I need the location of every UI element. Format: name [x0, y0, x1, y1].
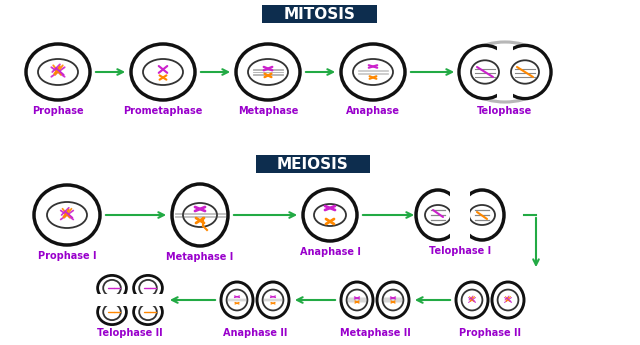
Ellipse shape: [131, 44, 195, 100]
Bar: [497, 44, 513, 100]
Ellipse shape: [499, 46, 551, 99]
Ellipse shape: [34, 185, 100, 245]
Bar: [96, 294, 128, 306]
Ellipse shape: [341, 282, 373, 318]
Ellipse shape: [459, 42, 551, 102]
Ellipse shape: [236, 44, 300, 100]
Text: Prophase II: Prophase II: [459, 328, 521, 338]
Text: Metaphase: Metaphase: [238, 106, 298, 116]
Ellipse shape: [460, 190, 504, 240]
Text: Prophase I: Prophase I: [38, 251, 96, 261]
Text: Telophase II: Telophase II: [97, 328, 163, 338]
Text: Anaphase I: Anaphase I: [300, 247, 360, 257]
Ellipse shape: [98, 299, 127, 325]
Ellipse shape: [221, 282, 253, 318]
Ellipse shape: [377, 282, 409, 318]
Ellipse shape: [459, 46, 511, 99]
Text: Metaphase II: Metaphase II: [340, 328, 410, 338]
Ellipse shape: [257, 282, 289, 318]
Text: Anaphase II: Anaphase II: [223, 328, 287, 338]
Ellipse shape: [303, 189, 357, 241]
Bar: [262, 5, 378, 23]
Text: Prophase: Prophase: [32, 106, 84, 116]
Text: Telophase: Telophase: [477, 106, 532, 116]
Text: MEIOSIS: MEIOSIS: [277, 157, 349, 171]
Text: Telophase I: Telophase I: [429, 246, 491, 256]
Ellipse shape: [98, 275, 127, 300]
Bar: [132, 294, 164, 306]
Ellipse shape: [172, 184, 228, 246]
Ellipse shape: [134, 299, 163, 325]
Ellipse shape: [456, 282, 488, 318]
Ellipse shape: [492, 282, 524, 318]
Text: Anaphase: Anaphase: [346, 106, 400, 116]
Bar: [450, 190, 470, 240]
Bar: [255, 155, 371, 173]
Text: Metaphase I: Metaphase I: [166, 252, 234, 262]
Ellipse shape: [26, 44, 90, 100]
Ellipse shape: [134, 275, 163, 300]
Ellipse shape: [341, 44, 405, 100]
Text: Prometaphase: Prometaphase: [124, 106, 203, 116]
Text: MITOSIS: MITOSIS: [284, 7, 356, 21]
Ellipse shape: [416, 190, 460, 240]
